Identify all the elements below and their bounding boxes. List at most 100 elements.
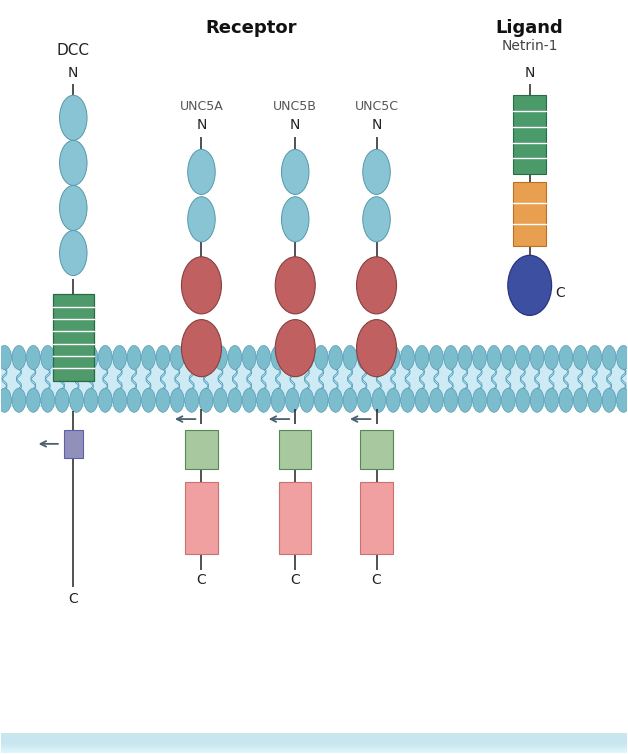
Text: N: N (68, 66, 78, 80)
Bar (1, 738, 627, 748)
Ellipse shape (530, 388, 544, 412)
Bar (1, 351, 627, 407)
Ellipse shape (501, 388, 515, 412)
Ellipse shape (84, 345, 98, 369)
Bar (1, 738, 627, 748)
Bar (1, 739, 627, 749)
Bar (1, 742, 627, 752)
Ellipse shape (508, 256, 551, 315)
Ellipse shape (99, 388, 112, 412)
Ellipse shape (328, 345, 342, 369)
Text: C: C (290, 573, 300, 587)
Ellipse shape (41, 388, 55, 412)
Ellipse shape (286, 345, 300, 369)
Ellipse shape (487, 388, 501, 412)
Ellipse shape (458, 388, 472, 412)
Ellipse shape (401, 345, 414, 369)
Ellipse shape (127, 388, 141, 412)
Ellipse shape (60, 185, 87, 231)
Bar (514, 95, 546, 174)
Text: UNC5A: UNC5A (180, 100, 224, 113)
Text: Receptor: Receptor (206, 19, 297, 37)
Ellipse shape (0, 388, 11, 412)
Ellipse shape (617, 345, 628, 369)
Ellipse shape (602, 388, 616, 412)
Bar (1, 734, 627, 744)
Ellipse shape (26, 345, 40, 369)
Bar (1, 740, 627, 750)
Text: N: N (371, 118, 382, 133)
Ellipse shape (214, 388, 227, 412)
Ellipse shape (242, 388, 256, 412)
Ellipse shape (60, 231, 87, 275)
Ellipse shape (242, 345, 256, 369)
Bar (1, 739, 627, 749)
Ellipse shape (185, 345, 198, 369)
Bar (1, 739, 627, 749)
Ellipse shape (544, 345, 558, 369)
Bar (1, 743, 627, 752)
Ellipse shape (275, 320, 315, 377)
Bar (1, 734, 627, 743)
Ellipse shape (188, 149, 215, 195)
Bar (1, 2, 627, 351)
Ellipse shape (602, 345, 616, 369)
Bar (1, 739, 627, 749)
Ellipse shape (12, 345, 26, 369)
Bar (1, 735, 627, 746)
Ellipse shape (573, 345, 587, 369)
Ellipse shape (516, 345, 529, 369)
Bar (1, 736, 627, 746)
Ellipse shape (588, 388, 602, 412)
Ellipse shape (257, 388, 271, 412)
Ellipse shape (357, 320, 396, 377)
Ellipse shape (188, 197, 215, 242)
Ellipse shape (181, 320, 222, 377)
Bar (1, 737, 627, 746)
Text: N: N (524, 66, 535, 80)
Bar (1, 742, 627, 752)
Ellipse shape (473, 388, 487, 412)
Ellipse shape (372, 345, 386, 369)
Ellipse shape (363, 197, 390, 242)
Ellipse shape (181, 257, 222, 314)
Ellipse shape (430, 345, 443, 369)
Bar (1, 740, 627, 750)
Ellipse shape (559, 345, 573, 369)
Ellipse shape (530, 345, 544, 369)
Ellipse shape (544, 388, 558, 412)
Ellipse shape (328, 388, 342, 412)
Text: N: N (290, 118, 300, 133)
Bar (360, 482, 392, 553)
Ellipse shape (26, 388, 40, 412)
Text: DCC: DCC (57, 43, 90, 58)
Bar (1, 738, 627, 749)
Ellipse shape (444, 388, 458, 412)
Ellipse shape (199, 345, 213, 369)
Ellipse shape (0, 345, 11, 369)
Ellipse shape (199, 388, 213, 412)
Bar (1, 736, 627, 746)
Ellipse shape (185, 388, 198, 412)
Bar (1, 735, 627, 745)
Ellipse shape (127, 345, 141, 369)
Ellipse shape (41, 345, 55, 369)
Ellipse shape (473, 345, 487, 369)
Text: C: C (372, 573, 381, 587)
Text: C: C (68, 592, 78, 605)
Ellipse shape (281, 149, 309, 195)
Ellipse shape (363, 149, 390, 195)
Bar (1, 737, 627, 746)
Ellipse shape (300, 345, 313, 369)
Ellipse shape (573, 388, 587, 412)
Bar (279, 430, 311, 469)
Ellipse shape (113, 345, 127, 369)
Bar (1, 737, 627, 748)
Text: Ligand: Ligand (496, 19, 563, 37)
Text: Netrin-1: Netrin-1 (501, 39, 558, 54)
Ellipse shape (286, 388, 300, 412)
Ellipse shape (170, 388, 184, 412)
Ellipse shape (343, 345, 357, 369)
Ellipse shape (257, 345, 271, 369)
Ellipse shape (99, 345, 112, 369)
